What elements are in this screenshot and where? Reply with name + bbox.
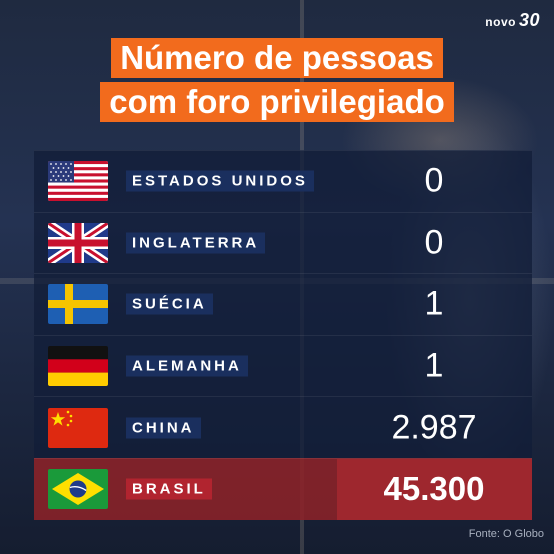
page-title: Número de pessoas com foro privilegiado <box>0 38 554 122</box>
country-value: 0 <box>424 161 444 200</box>
logo-text: novo <box>485 15 516 29</box>
uk-flag-icon <box>48 222 108 263</box>
country-value: 2.987 <box>391 408 477 447</box>
country-value: 1 <box>424 284 444 323</box>
country-row-uk: INGLATERRA 0 <box>34 211 532 274</box>
country-label: INGLATERRA <box>126 232 266 254</box>
country-row-usa: ESTADOS UNIDOS 0 <box>34 150 532 212</box>
country-label: BRASIL <box>126 478 212 500</box>
country-value: 45.300 <box>383 470 485 508</box>
country-row-brazil: BRASIL 45.300 <box>34 457 532 520</box>
china-flag-icon <box>48 407 108 448</box>
title-line-1: Número de pessoas <box>111 38 443 78</box>
country-row-germany: ALEMANHA 1 <box>34 334 532 397</box>
country-value: 1 <box>424 346 444 385</box>
usa-flag-icon <box>48 161 108 202</box>
source-credit: Fonte: O Globo <box>468 528 544 540</box>
title-line-2: com foro privilegiado <box>100 82 454 122</box>
brazil-flag-icon <box>48 469 108 510</box>
sweden-flag-icon <box>48 284 108 325</box>
country-label: SUÉCIA <box>126 293 213 315</box>
germany-flag-icon <box>48 346 108 387</box>
logo-number: 30 <box>518 10 540 30</box>
country-label: ESTADOS UNIDOS <box>126 170 314 192</box>
country-row-china: CHINA 2.987 <box>34 396 532 458</box>
country-label: ALEMANHA <box>126 355 248 377</box>
country-list: ESTADOS UNIDOS 0 INGLATERRA 0 SU <box>34 150 532 520</box>
country-value: 0 <box>424 223 444 262</box>
highlight-value-box <box>337 458 532 520</box>
country-row-sweden: SUÉCIA 1 <box>34 273 532 335</box>
country-label: CHINA <box>126 417 201 439</box>
brand-logo: novo 30 <box>485 10 540 31</box>
